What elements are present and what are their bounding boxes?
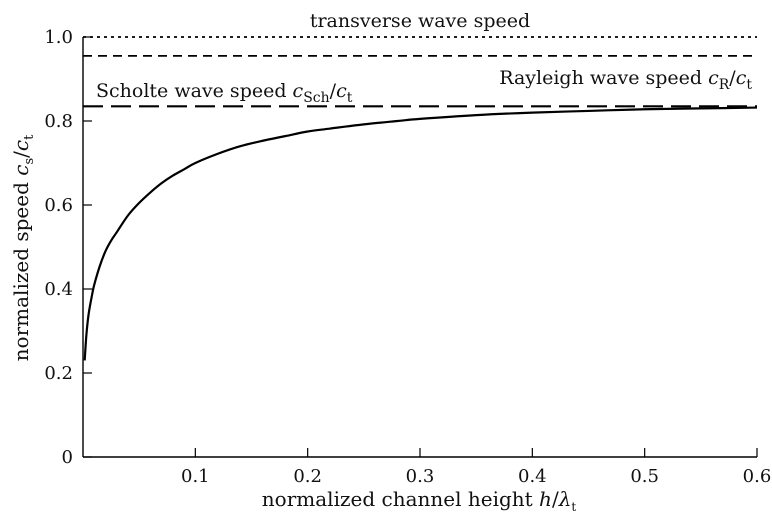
y-tick-label: 0 (62, 447, 73, 468)
y-tick-label: 0.6 (44, 195, 73, 216)
scholte-wave-speed-label: Scholte wave speed cSch/ct (96, 80, 353, 106)
x-tick-label: 0.1 (181, 466, 210, 487)
y-axis-label: normalized speed cs/ct (9, 134, 37, 361)
x-tick-label: 0.2 (293, 466, 322, 487)
reference-lines (83, 36, 757, 108)
x-tick-label: 0.4 (518, 466, 547, 487)
x-tick-label: 0.6 (743, 466, 772, 487)
x-tick-label: 0.3 (406, 466, 435, 487)
rayleigh-wave-speed-label: Rayleigh wave speed cR/ct (499, 67, 752, 93)
y-tick-label: 0.4 (44, 279, 73, 300)
y-tick-label: 0.2 (44, 363, 73, 384)
transverse-wave-speed-label: transverse wave speed (310, 10, 530, 32)
y-tick-label: 1.0 (44, 27, 73, 48)
annotations: transverse wave speed Rayleigh wave spee… (96, 10, 752, 106)
x-axis-label: normalized channel height h/λt (262, 487, 577, 514)
series-speed-curve (83, 106, 758, 361)
y-tick-label: 0.8 (44, 111, 73, 132)
x-axis-ticks: 0.1 0.2 0.3 0.4 0.5 0.6 (181, 448, 771, 487)
x-tick-label: 0.5 (630, 466, 659, 487)
y-axis-ticks: 0 0.2 0.4 0.6 0.8 1.0 (44, 27, 92, 468)
